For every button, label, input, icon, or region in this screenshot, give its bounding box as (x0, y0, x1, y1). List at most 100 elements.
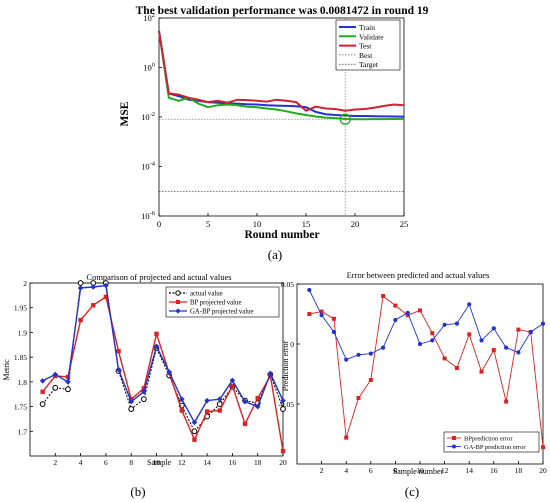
data-point-actual (39, 401, 46, 408)
chart-b-xlabel: Sample (147, 458, 171, 467)
y-tick-label: 1.95 (14, 304, 27, 313)
data-point-bp (40, 389, 45, 394)
data-point-gabp-error (442, 322, 447, 327)
data-point-gabp-error (405, 310, 410, 315)
data-point-bp-error (516, 327, 521, 332)
data-point-gabp (166, 369, 172, 375)
y-tick-label: 0 (290, 340, 294, 349)
data-point-bp-error (418, 308, 422, 313)
x-tick-label: 8 (394, 466, 398, 475)
x-tick-label: 20 (279, 458, 287, 467)
data-point-bp (91, 303, 96, 308)
validation-performance-chart: The best validation performance was 0.00… (119, 5, 429, 262)
data-point-gabp-error (454, 321, 459, 326)
x-tick-label: 4 (79, 458, 83, 467)
legend-label: GA-BP prediction error (464, 444, 526, 451)
data-point-bp (217, 408, 222, 413)
data-point-gabp-error (331, 329, 336, 335)
x-tick-label: 16 (490, 466, 498, 475)
legend-label: GA-BP projected value (190, 309, 254, 316)
data-point-gabp (39, 378, 46, 384)
legend-label: BP projected value (190, 300, 241, 307)
x-tick-label: 10 (253, 219, 262, 229)
panel-label-b: (b) (130, 484, 145, 499)
data-point-bp-error (393, 303, 398, 308)
data-point-gabp (229, 377, 236, 384)
data-point-gabp-error (479, 338, 484, 343)
x-tick-label: 8 (129, 458, 133, 467)
data-point-gabp-error (368, 351, 373, 356)
data-point-gabp-error (467, 302, 472, 307)
data-point-bp (242, 421, 248, 427)
x-tick-label: 14 (203, 458, 211, 467)
data-point-gabp-error (307, 287, 312, 293)
data-point-actual (128, 406, 135, 412)
data-point-bp (204, 409, 210, 414)
series-line-validate (158, 30, 405, 121)
y-tick-label: 1.7 (18, 427, 28, 436)
data-point-bp-error (356, 396, 361, 400)
data-point-bp-error (467, 332, 472, 337)
y-tick-label: -0.05 (278, 400, 294, 409)
legend-marker (175, 290, 181, 296)
data-point-gabp-error (319, 313, 324, 318)
x-tick-label: 18 (254, 458, 262, 467)
y-tick-label: 1.75 (14, 403, 27, 412)
y-tick-label: 10-4 (141, 161, 156, 172)
x-tick-label: 6 (104, 458, 108, 467)
data-point-bp-error (319, 309, 324, 314)
y-tick-label: 2 (23, 279, 27, 288)
series-line-1 (308, 289, 544, 361)
data-point-gabp (267, 370, 274, 377)
data-point-gabp-error (393, 317, 398, 323)
data-point-bp (116, 349, 121, 354)
data-point-bp-error (504, 399, 509, 404)
legend-label: Target (359, 60, 379, 69)
data-point-bp (103, 294, 109, 300)
chart-a-title: The best validation performance was 0.00… (136, 5, 429, 17)
data-point-bp-error (368, 378, 373, 382)
legend-box (443, 431, 540, 453)
data-point-bp (179, 408, 184, 413)
data-point-actual (77, 280, 84, 286)
data-point-actual (65, 386, 71, 393)
x-tick-label: 5 (206, 219, 210, 229)
x-tick-label: 10 (416, 466, 424, 475)
y-tick-label: 102 (143, 12, 155, 23)
legend-label: actual value (190, 291, 223, 298)
chart-c-xlabel: Sample number (393, 467, 444, 476)
x-tick-label: 20 (351, 219, 360, 229)
panel-label-c: (c) (405, 484, 419, 499)
data-point-bp-error (344, 435, 349, 440)
data-point-bp (154, 331, 159, 337)
x-tick-label: 12 (441, 466, 449, 475)
data-point-bp-error (491, 348, 496, 352)
x-tick-label: 18 (515, 466, 523, 475)
data-point-bp-error (307, 312, 312, 316)
data-point-bp (141, 386, 147, 391)
data-point-gabp-error (344, 357, 349, 362)
data-point-gabp (179, 396, 185, 402)
legend-label: BPprediction error (464, 436, 513, 443)
data-point-gabp-error (516, 350, 521, 355)
legend-marker (452, 444, 456, 449)
series-line-1 (42, 295, 284, 452)
data-point-gabp-error (417, 341, 423, 347)
data-point-bp (255, 395, 260, 401)
data-point-bp-error (331, 316, 336, 321)
data-point-gabp (216, 396, 223, 402)
legend-marker (176, 300, 180, 304)
legend-label: Validate (359, 32, 384, 41)
data-point-actual (191, 428, 198, 435)
data-point-gabp-error (504, 345, 509, 350)
y-tick-label: 10-2 (141, 111, 155, 122)
data-point-gabp (65, 379, 71, 385)
y-tick-label: 1.8 (18, 378, 28, 387)
data-point-bp-error (454, 366, 459, 370)
data-point-gabp (77, 285, 84, 291)
data-point-bp-error (381, 294, 386, 298)
y-tick-label: 100 (143, 62, 155, 73)
data-point-gabp (115, 366, 122, 373)
series-line-0 (309, 295, 544, 448)
legend-marker (452, 436, 456, 440)
